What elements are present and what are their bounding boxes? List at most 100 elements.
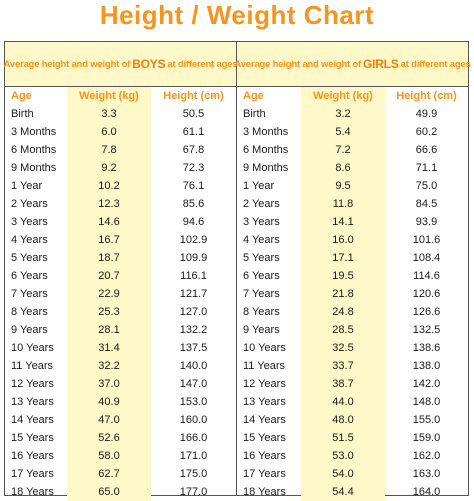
boys-height-cell: 109.9 — [179, 252, 208, 264]
table-row: 7 Years 22.9 121.7 — [5, 285, 236, 303]
girls-weight-cell: 28.5 — [301, 321, 385, 339]
boys-age-cell: 17 Years — [11, 468, 54, 480]
girls-height-cell: 120.6 — [412, 288, 441, 300]
girls-weight-cell: 38.7 — [301, 375, 385, 393]
boys-weight-cell: 52.6 — [67, 429, 151, 447]
girls-age-cell: 1 Year — [243, 180, 275, 192]
boys-weight-cell: 22.9 — [67, 285, 151, 303]
girls-weight-cell: 7.2 — [301, 141, 385, 159]
girls-height-cell: 49.9 — [415, 108, 438, 120]
girls-weight-cell: 44.0 — [301, 393, 385, 411]
table-row: 9 Months 8.6 71.1 — [237, 159, 468, 177]
boys-weight-cell: 16.7 — [67, 231, 151, 249]
table-row: 9 Years 28.5 132.5 — [237, 321, 468, 339]
girls-age-cell: 4 Years — [243, 234, 280, 246]
girls-weight-cell: 14.1 — [301, 213, 385, 231]
boys-weight-cell: 37.0 — [67, 375, 151, 393]
girls-col-height: Height (cm) — [396, 90, 457, 102]
girls-weight-cell: 33.7 — [301, 357, 385, 375]
table-row: 9 Years 28.1 132.2 — [5, 321, 236, 339]
boys-age-cell: 3 Years — [11, 216, 48, 228]
girls-header-prefix: Average height and weight of — [234, 58, 361, 70]
girls-height-cell: 108.4 — [412, 252, 441, 264]
girls-age-cell: 16 Years — [243, 450, 286, 462]
boys-header-suffix: at different ages — [167, 58, 238, 70]
girls-height-cell: 71.1 — [415, 162, 438, 174]
girls-age-cell: 13 Years — [243, 396, 286, 408]
table-row: 13 Years 40.9 153.0 — [5, 393, 236, 411]
boys-age-cell: 13 Years — [11, 396, 54, 408]
table-row: 1 Year 10.2 76.1 — [5, 177, 236, 195]
girls-weight-cell: 53.0 — [301, 447, 385, 465]
girls-weight-cell: 8.6 — [301, 159, 385, 177]
boys-height-cell: 147.0 — [179, 378, 208, 390]
boys-height-cell: 140.0 — [179, 360, 208, 372]
table-row: 18 Years 65.0 177.0 — [5, 483, 236, 501]
boys-age-cell: 7 Years — [11, 288, 48, 300]
boys-header-highlight: BOYS — [132, 57, 166, 71]
boys-weight-cell: 31.4 — [67, 339, 151, 357]
girls-height-cell: 101.6 — [412, 234, 441, 246]
girls-age-cell: 6 Months — [243, 144, 289, 156]
girls-column-headers: Age Weight (kg) Height (cm) — [237, 87, 468, 105]
boys-weight-cell: 12.3 — [67, 195, 151, 213]
table-row: 16 Years 53.0 162.0 — [237, 447, 468, 465]
girls-weight-cell: 24.8 — [301, 303, 385, 321]
girls-age-cell: 2 Years — [243, 198, 280, 210]
girls-age-cell: 7 Years — [243, 288, 280, 300]
boys-age-cell: 9 Years — [11, 324, 48, 336]
boys-height-cell: 175.0 — [179, 468, 208, 480]
boys-height-cell: 61.1 — [182, 126, 205, 138]
girls-age-cell: 15 Years — [243, 432, 286, 444]
table-row: 9 Months 9.2 72.3 — [5, 159, 236, 177]
boys-weight-cell: 25.3 — [67, 303, 151, 321]
boys-column-headers: Age Weight (kg) Height (cm) — [5, 87, 236, 105]
girls-height-cell: 75.0 — [415, 180, 438, 192]
table-row: 4 Years 16.0 101.6 — [237, 231, 468, 249]
boys-age-cell: 16 Years — [11, 450, 54, 462]
boys-weight-cell: 65.0 — [67, 483, 151, 501]
girls-height-cell: 84.5 — [415, 198, 438, 210]
boys-table-header: Average height and weight of BOYS at dif… — [3, 42, 238, 87]
girls-height-cell: 142.0 — [412, 378, 441, 390]
table-row: Birth 3.3 50.5 — [5, 105, 236, 123]
girls-weight-cell: 32.5 — [301, 339, 385, 357]
table-row: 14 Years 48.0 155.0 — [237, 411, 468, 429]
boys-weight-cell: 7.8 — [67, 141, 151, 159]
boys-height-cell: 137.5 — [179, 342, 208, 354]
boys-weight-cell: 47.0 — [67, 411, 151, 429]
boys-col-age: Age — [11, 90, 32, 102]
girls-height-cell: 162.0 — [412, 450, 441, 462]
girls-height-cell: 148.0 — [412, 396, 441, 408]
table-row: 6 Months 7.8 67.8 — [5, 141, 236, 159]
girls-weight-cell: 21.8 — [301, 285, 385, 303]
girls-age-cell: Birth — [243, 108, 266, 120]
boys-height-cell: 127.0 — [179, 306, 208, 318]
girls-weight-cell: 48.0 — [301, 411, 385, 429]
girls-height-cell: 132.5 — [412, 324, 441, 336]
boys-height-cell: 102.9 — [179, 234, 208, 246]
girls-age-cell: 17 Years — [243, 468, 286, 480]
boys-weight-cell: 28.1 — [67, 321, 151, 339]
girls-age-cell: 9 Years — [243, 324, 280, 336]
boys-age-cell: 6 Years — [11, 270, 48, 282]
table-row: 3 Years 14.1 93.9 — [237, 213, 468, 231]
boys-header-prefix: Average height and weight of — [3, 58, 131, 70]
girls-age-cell: 3 Months — [243, 126, 289, 138]
girls-col-age: Age — [243, 90, 264, 102]
boys-age-cell: 14 Years — [11, 414, 54, 426]
girls-height-cell: 114.6 — [413, 270, 440, 282]
table-row: 3 Months 6.0 61.1 — [5, 123, 236, 141]
boys-age-cell: 18 Years — [11, 486, 54, 498]
boys-height-cell: 72.3 — [182, 162, 205, 174]
boys-height-cell: 160.0 — [179, 414, 208, 426]
girls-height-cell: 66.6 — [415, 144, 438, 156]
girls-height-cell: 138.0 — [412, 360, 441, 372]
girls-age-cell: 12 Years — [243, 378, 286, 390]
girls-age-cell: 8 Years — [243, 306, 280, 318]
girls-weight-cell: 16.0 — [301, 231, 385, 249]
table-row: 13 Years 44.0 148.0 — [237, 393, 468, 411]
table-row: 14 Years 47.0 160.0 — [5, 411, 236, 429]
boys-weight-cell: 6.0 — [67, 123, 151, 141]
table-row: 11 Years 32.2 140.0 — [5, 357, 236, 375]
